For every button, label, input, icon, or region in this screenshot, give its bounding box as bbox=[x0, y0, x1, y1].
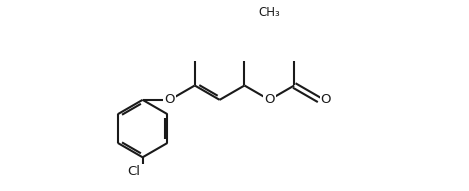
Text: CH₃: CH₃ bbox=[258, 6, 280, 19]
Text: O: O bbox=[165, 93, 175, 106]
Text: Cl: Cl bbox=[127, 165, 140, 178]
Text: O: O bbox=[320, 93, 331, 106]
Text: O: O bbox=[264, 93, 275, 106]
